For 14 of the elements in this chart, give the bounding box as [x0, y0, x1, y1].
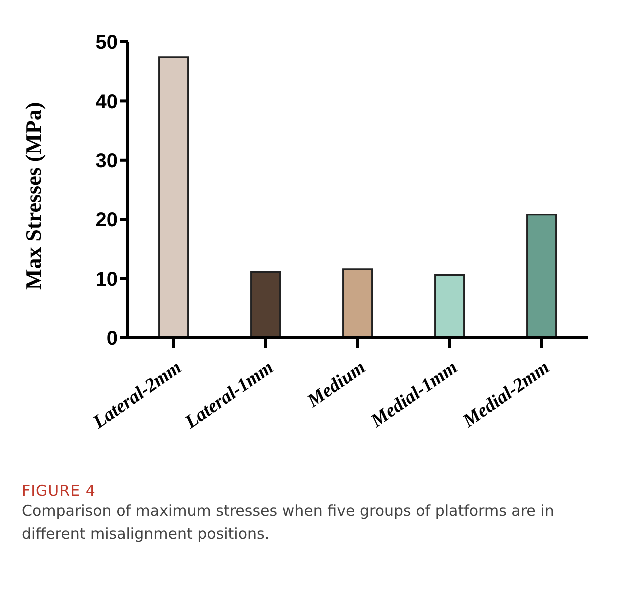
y-tick-label: 40	[96, 91, 118, 114]
y-tick-label: 50	[96, 32, 118, 54]
y-tick-label: 20	[96, 210, 118, 232]
text: Comparison of maximum stresses when five groups of platforms are in different misalignment positions.	[22, 501, 556, 545]
y-tick-label: 0	[106, 328, 118, 350]
bar	[434, 274, 466, 338]
caption: FIGURE 4	[22, 482, 97, 500]
bar	[526, 214, 558, 338]
y-tick-label: 30	[96, 150, 118, 172]
y-tick-label: 10	[96, 268, 118, 291]
bar	[342, 268, 374, 338]
y-axis-title: Max Stresses (MPa)	[20, 102, 46, 290]
bar	[158, 56, 190, 338]
bar	[250, 272, 282, 338]
